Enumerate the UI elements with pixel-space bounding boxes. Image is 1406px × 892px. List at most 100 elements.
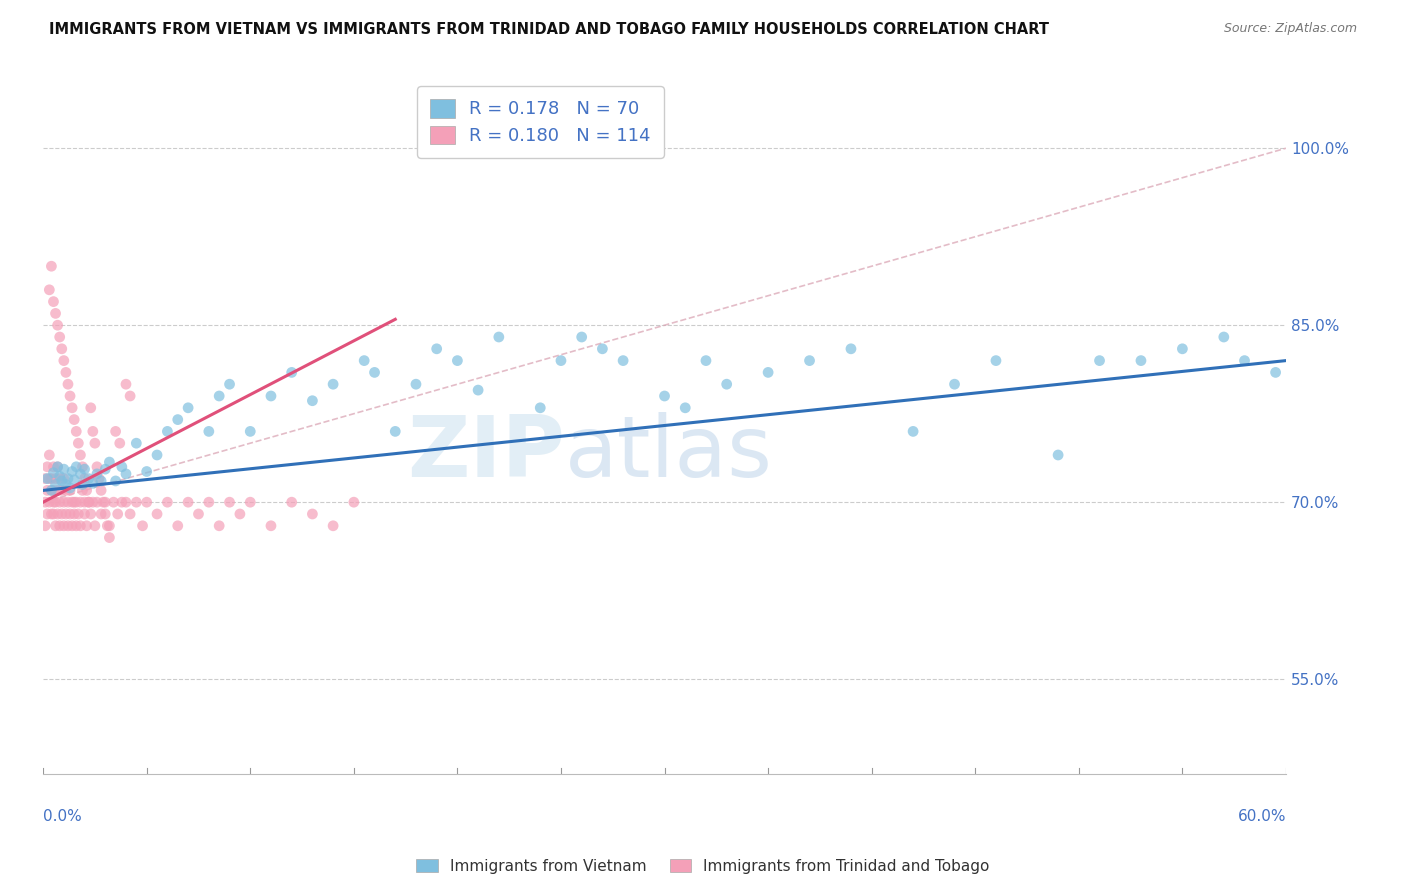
Point: [60, 465, 83, 479]
Point: [115, 467, 138, 481]
Point: [46, 483, 69, 498]
Point: [695, 353, 717, 368]
Point: [239, 425, 262, 439]
Point: [115, 377, 138, 392]
Point: [41, 507, 63, 521]
Point: [73, 495, 96, 509]
Point: [72, 483, 94, 498]
Point: [111, 495, 134, 509]
Point: [59, 483, 82, 498]
Point: [51, 474, 73, 488]
Point: [488, 330, 510, 344]
Point: [63, 473, 86, 487]
Point: [34, 495, 56, 509]
Point: [41, 259, 63, 273]
Point: [52, 472, 75, 486]
Text: 60.0%: 60.0%: [1237, 809, 1286, 824]
Point: [65, 425, 87, 439]
Point: [52, 462, 75, 476]
Point: [131, 518, 153, 533]
Point: [65, 518, 87, 533]
Point: [76, 483, 98, 498]
Point: [42, 294, 65, 309]
Point: [322, 377, 344, 392]
Point: [96, 518, 118, 533]
Point: [146, 507, 169, 521]
Point: [187, 507, 209, 521]
Point: [120, 389, 142, 403]
Point: [42, 483, 65, 498]
Point: [90, 474, 112, 488]
Point: [529, 401, 551, 415]
Point: [34, 472, 56, 486]
Point: [90, 507, 112, 521]
Point: [69, 518, 91, 533]
Point: [55, 365, 77, 379]
Point: [42, 507, 65, 521]
Point: [86, 467, 108, 481]
Point: [73, 507, 96, 521]
Point: [90, 483, 112, 498]
Point: [52, 495, 75, 509]
Point: [756, 365, 779, 379]
Point: [301, 393, 323, 408]
Point: [94, 507, 117, 521]
Point: [45, 306, 67, 320]
Point: [839, 342, 862, 356]
Point: [208, 518, 231, 533]
Text: Source: ZipAtlas.com: Source: ZipAtlas.com: [1223, 22, 1357, 36]
Point: [111, 459, 134, 474]
Point: [41, 483, 63, 498]
Point: [37, 459, 59, 474]
Point: [37, 507, 59, 521]
Point: [60, 401, 83, 415]
Point: [107, 507, 129, 521]
Point: [353, 353, 375, 368]
Point: [37, 472, 59, 486]
Point: [46, 459, 69, 474]
Point: [943, 377, 966, 392]
Point: [98, 455, 121, 469]
Point: [42, 459, 65, 474]
Point: [48, 469, 70, 483]
Point: [55, 507, 77, 521]
Point: [103, 495, 125, 509]
Point: [218, 377, 240, 392]
Point: [301, 507, 323, 521]
Point: [94, 462, 117, 476]
Point: [80, 401, 103, 415]
Point: [34, 518, 56, 533]
Point: [280, 365, 302, 379]
Point: [72, 477, 94, 491]
Point: [115, 495, 138, 509]
Point: [51, 483, 73, 498]
Point: [571, 330, 593, 344]
Point: [86, 459, 108, 474]
Text: 0.0%: 0.0%: [44, 809, 82, 824]
Point: [91, 495, 114, 509]
Point: [984, 353, 1007, 368]
Point: [125, 436, 148, 450]
Point: [86, 495, 108, 509]
Point: [67, 436, 90, 450]
Point: [77, 495, 100, 509]
Point: [48, 495, 70, 509]
Point: [446, 353, 468, 368]
Point: [343, 495, 366, 509]
Point: [1212, 330, 1234, 344]
Point: [322, 518, 344, 533]
Point: [156, 425, 179, 439]
Point: [98, 531, 121, 545]
Point: [38, 448, 60, 462]
Point: [98, 518, 121, 533]
Point: [65, 459, 87, 474]
Point: [63, 495, 86, 509]
Point: [384, 425, 406, 439]
Point: [260, 518, 283, 533]
Text: IMMIGRANTS FROM VIETNAM VS IMMIGRANTS FROM TRINIDAD AND TOBAGO FAMILY HOUSEHOLDS: IMMIGRANTS FROM VIETNAM VS IMMIGRANTS FR…: [49, 22, 1049, 37]
Point: [591, 342, 613, 356]
Point: [280, 495, 302, 509]
Point: [901, 425, 924, 439]
Point: [41, 483, 63, 498]
Point: [38, 283, 60, 297]
